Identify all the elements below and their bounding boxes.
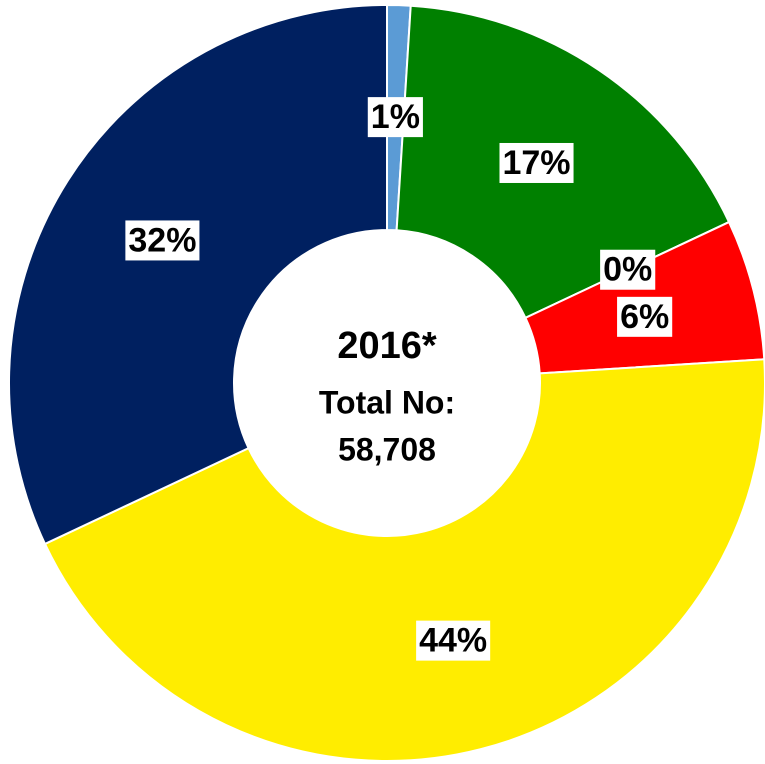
center-label: Total No: xyxy=(319,384,455,420)
slice-label: 6% xyxy=(617,296,673,337)
value-label: 0% xyxy=(603,251,652,289)
slice-label: 0% xyxy=(600,249,656,290)
label-box xyxy=(617,296,673,337)
center-title: 2016* xyxy=(337,325,437,367)
slice xyxy=(8,3,388,546)
slice-label: 32% xyxy=(125,220,200,261)
label-box xyxy=(416,620,491,661)
slices xyxy=(8,3,765,762)
value-label: 44% xyxy=(419,622,487,660)
labels: 1% 17% 0% 6% 44% 32% xyxy=(125,97,673,661)
slice-label: 44% xyxy=(416,620,491,661)
value-label: 6% xyxy=(620,298,669,336)
value-label: 17% xyxy=(502,144,570,182)
slice-label: 1% xyxy=(367,97,423,138)
center-total: 58,708 xyxy=(338,431,436,467)
label-box xyxy=(499,142,574,183)
value-label: 1% xyxy=(371,98,420,136)
label-box xyxy=(367,97,423,138)
value-label: 32% xyxy=(128,221,196,259)
slice-label: 17% xyxy=(499,142,574,183)
label-box xyxy=(125,220,200,261)
label-box xyxy=(600,249,656,290)
